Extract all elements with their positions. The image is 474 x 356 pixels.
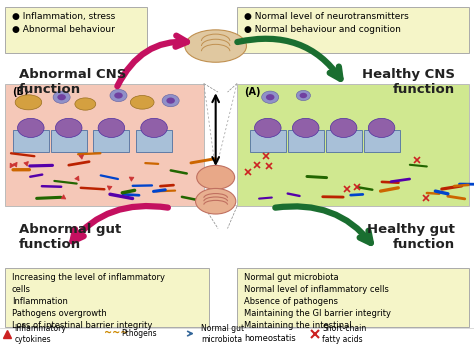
Ellipse shape xyxy=(130,95,154,109)
Circle shape xyxy=(255,118,281,137)
Circle shape xyxy=(162,94,179,107)
Bar xyxy=(5,84,204,206)
Bar xyxy=(288,130,324,152)
Circle shape xyxy=(166,98,175,104)
Bar xyxy=(5,7,147,53)
Bar xyxy=(250,130,286,152)
Text: Normal gut microbiota
Normal level of inflammatory cells
Absence of pathogens
Ma: Normal gut microbiota Normal level of in… xyxy=(244,273,391,342)
Circle shape xyxy=(262,91,279,103)
Circle shape xyxy=(98,118,125,137)
Bar xyxy=(237,7,469,53)
Bar xyxy=(237,268,469,328)
Text: Healthy CNS
function: Healthy CNS function xyxy=(362,68,455,96)
Text: (B): (B) xyxy=(12,87,28,97)
Circle shape xyxy=(53,91,70,103)
Text: ● Inflammation, stress
● Abnormal behaviour: ● Inflammation, stress ● Abnormal behavi… xyxy=(12,12,115,34)
Circle shape xyxy=(296,90,310,101)
Text: Increasing the level of inflammatory
cells
Inflammation
Pathogens overgrowth
Los: Increasing the level of inflammatory cel… xyxy=(12,273,165,330)
Bar xyxy=(364,130,400,152)
Ellipse shape xyxy=(195,188,236,214)
Circle shape xyxy=(292,118,319,137)
Text: Pthogens: Pthogens xyxy=(121,329,156,338)
Circle shape xyxy=(141,118,167,137)
Circle shape xyxy=(18,118,44,137)
Ellipse shape xyxy=(185,30,246,62)
Text: Healthy gut
function: Healthy gut function xyxy=(367,223,455,251)
Circle shape xyxy=(368,118,395,137)
Text: Inflammatory
cytokines: Inflammatory cytokines xyxy=(14,324,66,344)
Bar xyxy=(13,130,49,152)
Text: Abnormal gut
function: Abnormal gut function xyxy=(19,223,121,251)
Bar xyxy=(136,130,172,152)
Bar xyxy=(326,130,362,152)
Bar xyxy=(5,268,209,328)
Circle shape xyxy=(300,93,307,98)
Bar xyxy=(51,130,87,152)
Text: ● Normal level of neurotransmitters
● Normal behaviour and cognition: ● Normal level of neurotransmitters ● No… xyxy=(244,12,409,34)
Text: Short-chain
fatty acids: Short-chain fatty acids xyxy=(322,324,366,344)
Circle shape xyxy=(55,118,82,137)
Text: Abnormal CNS
function: Abnormal CNS function xyxy=(19,68,127,96)
Ellipse shape xyxy=(75,98,96,110)
Ellipse shape xyxy=(15,95,42,110)
Text: (A): (A) xyxy=(244,87,261,97)
Circle shape xyxy=(57,94,66,100)
Text: Normal gut
microbiota: Normal gut microbiota xyxy=(201,324,245,344)
Circle shape xyxy=(266,94,274,100)
Text: ~~~: ~~~ xyxy=(104,328,128,338)
Circle shape xyxy=(114,93,123,99)
Circle shape xyxy=(110,89,127,102)
Bar xyxy=(237,84,469,206)
Circle shape xyxy=(330,118,357,137)
Bar xyxy=(93,130,129,152)
Ellipse shape xyxy=(197,166,235,189)
